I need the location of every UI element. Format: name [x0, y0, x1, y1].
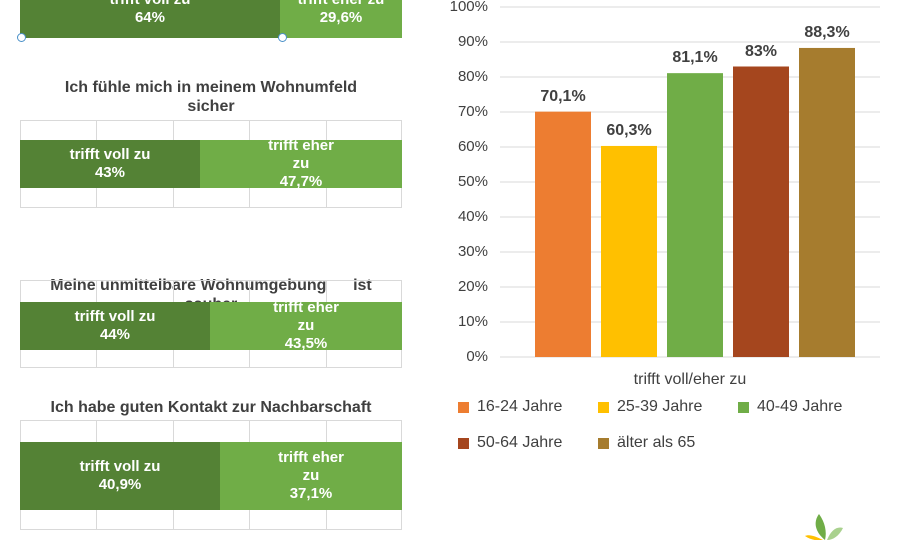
- y-tick-label: 10%: [457, 313, 488, 330]
- segment-eher-top: trifft eher zu29,6%: [280, 0, 402, 38]
- y-tick-label: 70%: [457, 103, 488, 120]
- legend-swatch: [598, 401, 609, 413]
- y-tick-label: 100%: [449, 0, 488, 15]
- segment-voll-1: trifft voll zu 43%: [20, 140, 200, 188]
- bar-value-label: 81,1%: [672, 49, 718, 67]
- segment-voll-2: trifft voll zu 44%: [20, 302, 210, 350]
- stacked-bar-3: trifft voll zu 40,9% trifft eher zu 37,1%: [20, 420, 402, 530]
- y-tick-label: 80%: [457, 68, 488, 85]
- stacked-title-1: Ich fühle mich in meinem Wohnumfeld siche…: [64, 79, 358, 115]
- segment-voll-top: trifft voll zu64%: [20, 0, 280, 38]
- stacked-bar-top: trifft voll zu64% trifft eher zu29,6%: [20, 0, 402, 38]
- legend-swatch: [458, 437, 469, 449]
- legend-label: älter als 65: [617, 434, 696, 451]
- y-tick-label: 60%: [457, 138, 488, 155]
- legend-item: 25-39 Jahre: [598, 398, 702, 416]
- stacked-title-3: Ich habe guten Kontakt zur Nachbarschaft: [50, 399, 372, 416]
- y-tick-label: 40%: [457, 208, 488, 225]
- legend-item: 16-24 Jahre: [458, 398, 562, 416]
- selection-handle-right[interactable]: [278, 33, 287, 42]
- legend-label: 25-39 Jahre: [617, 398, 703, 415]
- stacked-bar-1: trifft voll zu 43% trifft eher zu 47,7%: [20, 120, 402, 208]
- bar-40-49-jahre: [667, 73, 723, 358]
- legend-label: 50-64 Jahre: [477, 434, 563, 451]
- legend-swatch: [598, 437, 609, 449]
- y-tick-label: 30%: [457, 243, 488, 260]
- segment-eher-3: trifft eher zu 37,1%: [220, 442, 402, 510]
- legend-label: 16-24 Jahre: [477, 398, 563, 415]
- bar-value-label: 60,3%: [606, 121, 652, 139]
- bar-16-24-jahre: [535, 111, 591, 358]
- bar-älter-als-65: [799, 47, 855, 357]
- y-tick-label: 20%: [457, 278, 488, 295]
- bar-value-label: 88,3%: [804, 23, 850, 41]
- segment-voll-3: trifft voll zu 40,9%: [20, 442, 220, 510]
- bar-value-label: 70,1%: [540, 87, 586, 105]
- legend-item: 40-49 Jahre: [738, 398, 842, 416]
- bar-25-39-jahre: [601, 145, 657, 357]
- legend-item: älter als 65: [598, 434, 695, 452]
- segment-eher-2: trifft eher zu 43,5%: [210, 299, 402, 352]
- bar-value-label: 83%: [744, 42, 778, 60]
- legend-label: 40-49 Jahre: [757, 398, 843, 415]
- legend-item: 50-64 Jahre: [458, 434, 562, 452]
- legend-swatch: [458, 401, 469, 413]
- legend-swatch: [738, 401, 749, 413]
- segment-eher-1: trifft eher zu 47,7%: [200, 137, 402, 190]
- y-tick-label: 0%: [466, 348, 488, 365]
- y-tick-label: 90%: [457, 33, 488, 50]
- leaf-logo-icon: [805, 514, 843, 540]
- selection-handle-left[interactable]: [17, 33, 26, 42]
- x-axis-category-label: trifft voll/eher zu: [633, 371, 747, 388]
- bar-50-64-jahre: [733, 66, 789, 357]
- y-tick-label: 50%: [457, 173, 488, 190]
- stacked-bar-2: trifft voll zu 44% trifft eher zu 43,5%: [20, 280, 402, 368]
